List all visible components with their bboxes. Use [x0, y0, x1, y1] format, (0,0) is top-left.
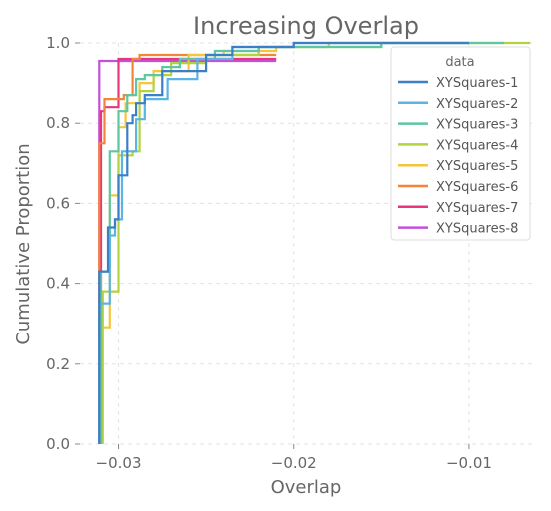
- y-tick-label: 1.0: [46, 34, 70, 52]
- y-tick-label: 0.4: [46, 275, 70, 293]
- y-tick-label: 0.0: [46, 435, 70, 453]
- legend-label-xysquares-5: XYSquares-5: [436, 159, 518, 174]
- series-layer: [98, 41, 531, 444]
- chart-title: Increasing Overlap: [193, 12, 419, 40]
- legend-label-xysquares-4: XYSquares-4: [436, 138, 518, 153]
- y-axis-ticks: 0.0 0.2 0.4 0.6 0.8 1.0: [46, 34, 80, 453]
- y-tick-label: 0.2: [46, 355, 70, 373]
- legend-label-xysquares-1: XYSquares-1: [436, 76, 518, 91]
- legend-label-xysquares-3: XYSquares-3: [436, 118, 518, 133]
- series-line-xysquares-6: [98, 53, 277, 444]
- legend-label-xysquares-6: XYSquares-6: [436, 180, 518, 195]
- x-tick-label: −0.01: [446, 454, 492, 472]
- series-line-xysquares-3: [99, 41, 504, 444]
- legend-label-xysquares-2: XYSquares-2: [436, 97, 518, 112]
- legend-items: XYSquares-1 XYSquares-2 XYSquares-3 XYSquar…: [398, 76, 518, 237]
- x-tick-label: −0.02: [271, 454, 317, 472]
- legend-label-xysquares-7: XYSquares-7: [436, 201, 518, 216]
- y-axis-label: Cumulative Proportion: [13, 143, 34, 344]
- x-tick-label: −0.03: [96, 454, 142, 472]
- legend-box: [390, 46, 531, 241]
- y-tick-label: 0.6: [46, 194, 70, 212]
- x-axis-label: Overlap: [271, 477, 342, 498]
- series-line-xysquares-1: [98, 41, 469, 444]
- legend-label-xysquares-8: XYSquares-8: [436, 222, 518, 237]
- y-tick-label: 0.8: [46, 114, 70, 132]
- legend-title: data: [445, 55, 474, 70]
- series-line-xysquares-7: [99, 57, 277, 444]
- x-axis-ticks: −0.03 −0.02 −0.01: [96, 444, 492, 472]
- legend: data XYSquares-1XYSquares-2XYSquares-3XY…: [390, 46, 531, 241]
